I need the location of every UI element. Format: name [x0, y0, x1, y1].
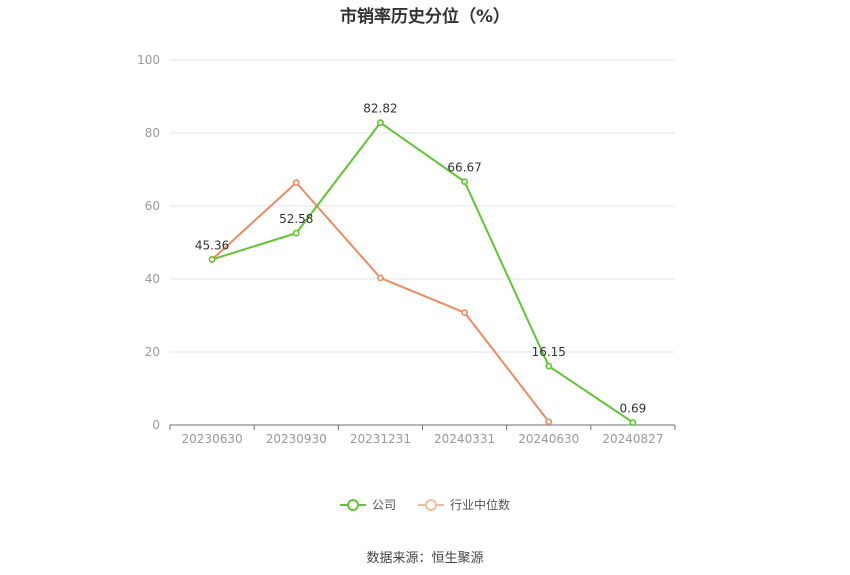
y-tick-label: 60 [145, 199, 160, 213]
data-labels: 45.36 52.58 82.82 66.67 16.15 0.69 [195, 102, 646, 416]
data-point-industry-median [545, 418, 553, 426]
x-tick-label: 20240827 [602, 432, 663, 446]
legend-item-company[interactable]: 公司 [339, 496, 396, 513]
data-point-company [629, 419, 637, 426]
y-tick-label: 40 [145, 272, 160, 286]
data-label: 0.69 [620, 401, 647, 415]
data-label: 16.15 [532, 345, 566, 359]
legend-item-industry-median[interactable]: 行业中位数 [418, 496, 510, 513]
legend: 公司 行业中位数 [0, 496, 850, 513]
y-tick-labels: 0 20 40 60 80 100 [137, 53, 160, 432]
data-label: 66.67 [447, 161, 481, 175]
data-label: 52.58 [279, 212, 313, 226]
data-point-company [377, 119, 384, 127]
y-tick-label: 80 [145, 126, 160, 140]
data-point-company [545, 362, 553, 370]
y-tick-label: 20 [145, 345, 160, 359]
data-label: 82.82 [363, 102, 397, 116]
data-point-industry-median [292, 179, 300, 187]
grid-lines [170, 59, 675, 353]
data-point-industry-median [377, 274, 384, 282]
legend-swatch-company [339, 498, 366, 511]
legend-swatch-industry-median [418, 498, 444, 511]
legend-label-company: 公司 [371, 498, 396, 512]
series-line-industry-median [211, 181, 550, 423]
data-point-company [208, 256, 216, 263]
x-tick-label: 20230630 [182, 432, 243, 446]
data-label: 45.36 [195, 238, 229, 252]
data-point-company [292, 229, 300, 237]
x-axis: 20230630 20230930 20231231 20240331 20240630… [169, 424, 676, 446]
data-point-company [461, 178, 468, 186]
x-tick-label: 20231231 [350, 432, 411, 446]
x-tick-label: 20240630 [518, 432, 579, 446]
series-line-company [211, 121, 634, 424]
series-layer [208, 119, 637, 426]
y-tick-label: 0 [152, 418, 160, 432]
chart-title: 市销率历史分位（%） [339, 7, 511, 27]
data-point-industry-median [461, 309, 468, 316]
y-tick-label: 100 [137, 53, 160, 67]
x-tick-label: 20240331 [434, 432, 495, 446]
data-source: 数据来源：恒生聚源 [366, 551, 484, 566]
legend-label-industry-median: 行业中位数 [450, 498, 511, 512]
x-tick-label: 20230930 [266, 432, 327, 446]
